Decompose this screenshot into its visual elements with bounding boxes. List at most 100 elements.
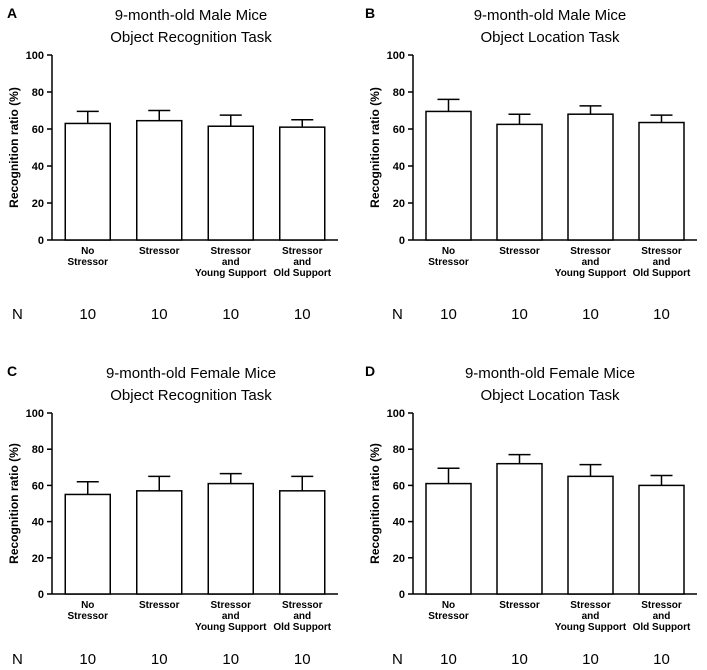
x-tick-label: Stressor <box>428 257 469 268</box>
panel-letter: A <box>7 5 17 21</box>
y-tick-label: 80 <box>32 87 44 99</box>
x-tick-label: Young Support <box>555 268 627 279</box>
y-tick-label: 0 <box>38 235 44 247</box>
bar <box>136 490 183 595</box>
x-tick-label: Stressor <box>499 600 540 611</box>
n-label: N <box>12 306 23 323</box>
y-tick-label: 100 <box>387 408 405 420</box>
x-tick-label: No <box>442 246 455 257</box>
x-tick-label: and <box>293 257 311 268</box>
x-tick-label: Stressor <box>210 246 251 257</box>
bar <box>136 119 183 241</box>
panel-letter: C <box>7 363 17 379</box>
bar <box>567 475 614 595</box>
x-tick-label: and <box>222 611 240 622</box>
bar <box>425 482 472 595</box>
n-value: 10 <box>222 651 239 668</box>
panel-letter: D <box>365 363 375 379</box>
x-tick-label: Stressor <box>641 246 682 257</box>
x-tick-label: No <box>81 600 94 611</box>
x-tick-label: Stressor <box>282 600 323 611</box>
n-value: 10 <box>440 651 457 668</box>
y-axis-label: Recognition ratio (%) <box>7 87 21 208</box>
bar <box>207 125 254 241</box>
x-tick-label: and <box>582 257 600 268</box>
x-tick-label: No <box>81 246 94 257</box>
y-axis-label: Recognition ratio (%) <box>7 443 21 564</box>
x-tick-label: and <box>293 611 311 622</box>
x-tick-label: Old Support <box>273 268 331 279</box>
x-tick-label: and <box>653 611 671 622</box>
bar <box>496 462 543 595</box>
x-tick-label: Stressor <box>139 246 180 257</box>
n-value: 10 <box>653 651 670 668</box>
n-value: 10 <box>511 306 528 323</box>
y-tick-label: 40 <box>393 161 405 173</box>
y-tick-label: 20 <box>393 553 405 565</box>
x-tick-label: Stressor <box>499 246 540 257</box>
y-tick-label: 60 <box>32 124 44 136</box>
x-tick-label: Old Support <box>633 268 691 279</box>
bar <box>64 122 111 241</box>
x-tick-label: Stressor <box>139 600 180 611</box>
chart-title: 9-month-old Female Mice <box>465 365 635 382</box>
x-tick-label: and <box>222 257 240 268</box>
bar <box>207 482 254 595</box>
x-tick-label: Stressor <box>428 611 469 622</box>
y-tick-label: 20 <box>32 198 44 210</box>
n-label: N <box>392 306 403 323</box>
n-value: 10 <box>151 651 168 668</box>
y-tick-label: 80 <box>393 87 405 99</box>
chart-panel-d: D 9-month-old Female Mice Object Location … <box>365 363 697 668</box>
n-value: 10 <box>79 306 96 323</box>
x-tick-label: Old Support <box>633 622 691 633</box>
y-tick-label: 0 <box>38 589 44 601</box>
bar <box>279 490 326 595</box>
n-value: 10 <box>294 306 311 323</box>
bar <box>64 493 111 595</box>
y-tick-label: 100 <box>387 50 405 62</box>
n-value: 10 <box>653 306 670 323</box>
x-tick-label: and <box>653 257 671 268</box>
y-axis-label: Recognition ratio (%) <box>368 87 382 208</box>
x-tick-label: Old Support <box>273 622 331 633</box>
y-tick-label: 60 <box>393 124 405 136</box>
y-tick-label: 40 <box>32 517 44 529</box>
y-tick-label: 100 <box>26 408 44 420</box>
x-tick-label: Stressor <box>282 246 323 257</box>
panel-letter: B <box>365 5 375 21</box>
y-tick-label: 80 <box>393 444 405 456</box>
chart-subtitle: Object Location Task <box>481 387 620 404</box>
bar <box>638 484 685 595</box>
y-tick-label: 20 <box>32 553 44 565</box>
n-value: 10 <box>294 651 311 668</box>
chart-title: 9-month-old Female Mice <box>106 365 276 382</box>
x-tick-label: Stressor <box>641 600 682 611</box>
y-tick-label: 0 <box>399 235 405 247</box>
y-tick-label: 60 <box>32 480 44 492</box>
n-value: 10 <box>582 306 599 323</box>
x-tick-label: Stressor <box>210 600 251 611</box>
x-tick-label: Young Support <box>555 622 627 633</box>
y-tick-label: 40 <box>393 517 405 529</box>
chart-subtitle: Object Recognition Task <box>110 29 272 46</box>
x-tick-label: and <box>582 611 600 622</box>
y-tick-label: 20 <box>393 198 405 210</box>
bar <box>279 126 326 241</box>
x-tick-label: Young Support <box>195 622 267 633</box>
y-axis-label: Recognition ratio (%) <box>368 443 382 564</box>
n-value: 10 <box>79 651 96 668</box>
chart-panel-a: A 9-month-old Male Mice Object Recognition… <box>7 5 338 323</box>
bar <box>496 123 543 241</box>
y-tick-label: 40 <box>32 161 44 173</box>
x-tick-label: Stressor <box>570 600 611 611</box>
x-tick-label: Stressor <box>67 257 108 268</box>
n-value: 10 <box>151 306 168 323</box>
y-tick-label: 0 <box>399 589 405 601</box>
n-value: 10 <box>511 651 528 668</box>
x-tick-label: No <box>442 600 455 611</box>
y-tick-label: 80 <box>32 444 44 456</box>
chart-subtitle: Object Recognition Task <box>110 387 272 404</box>
chart-subtitle: Object Location Task <box>481 29 620 46</box>
n-label: N <box>392 651 403 668</box>
